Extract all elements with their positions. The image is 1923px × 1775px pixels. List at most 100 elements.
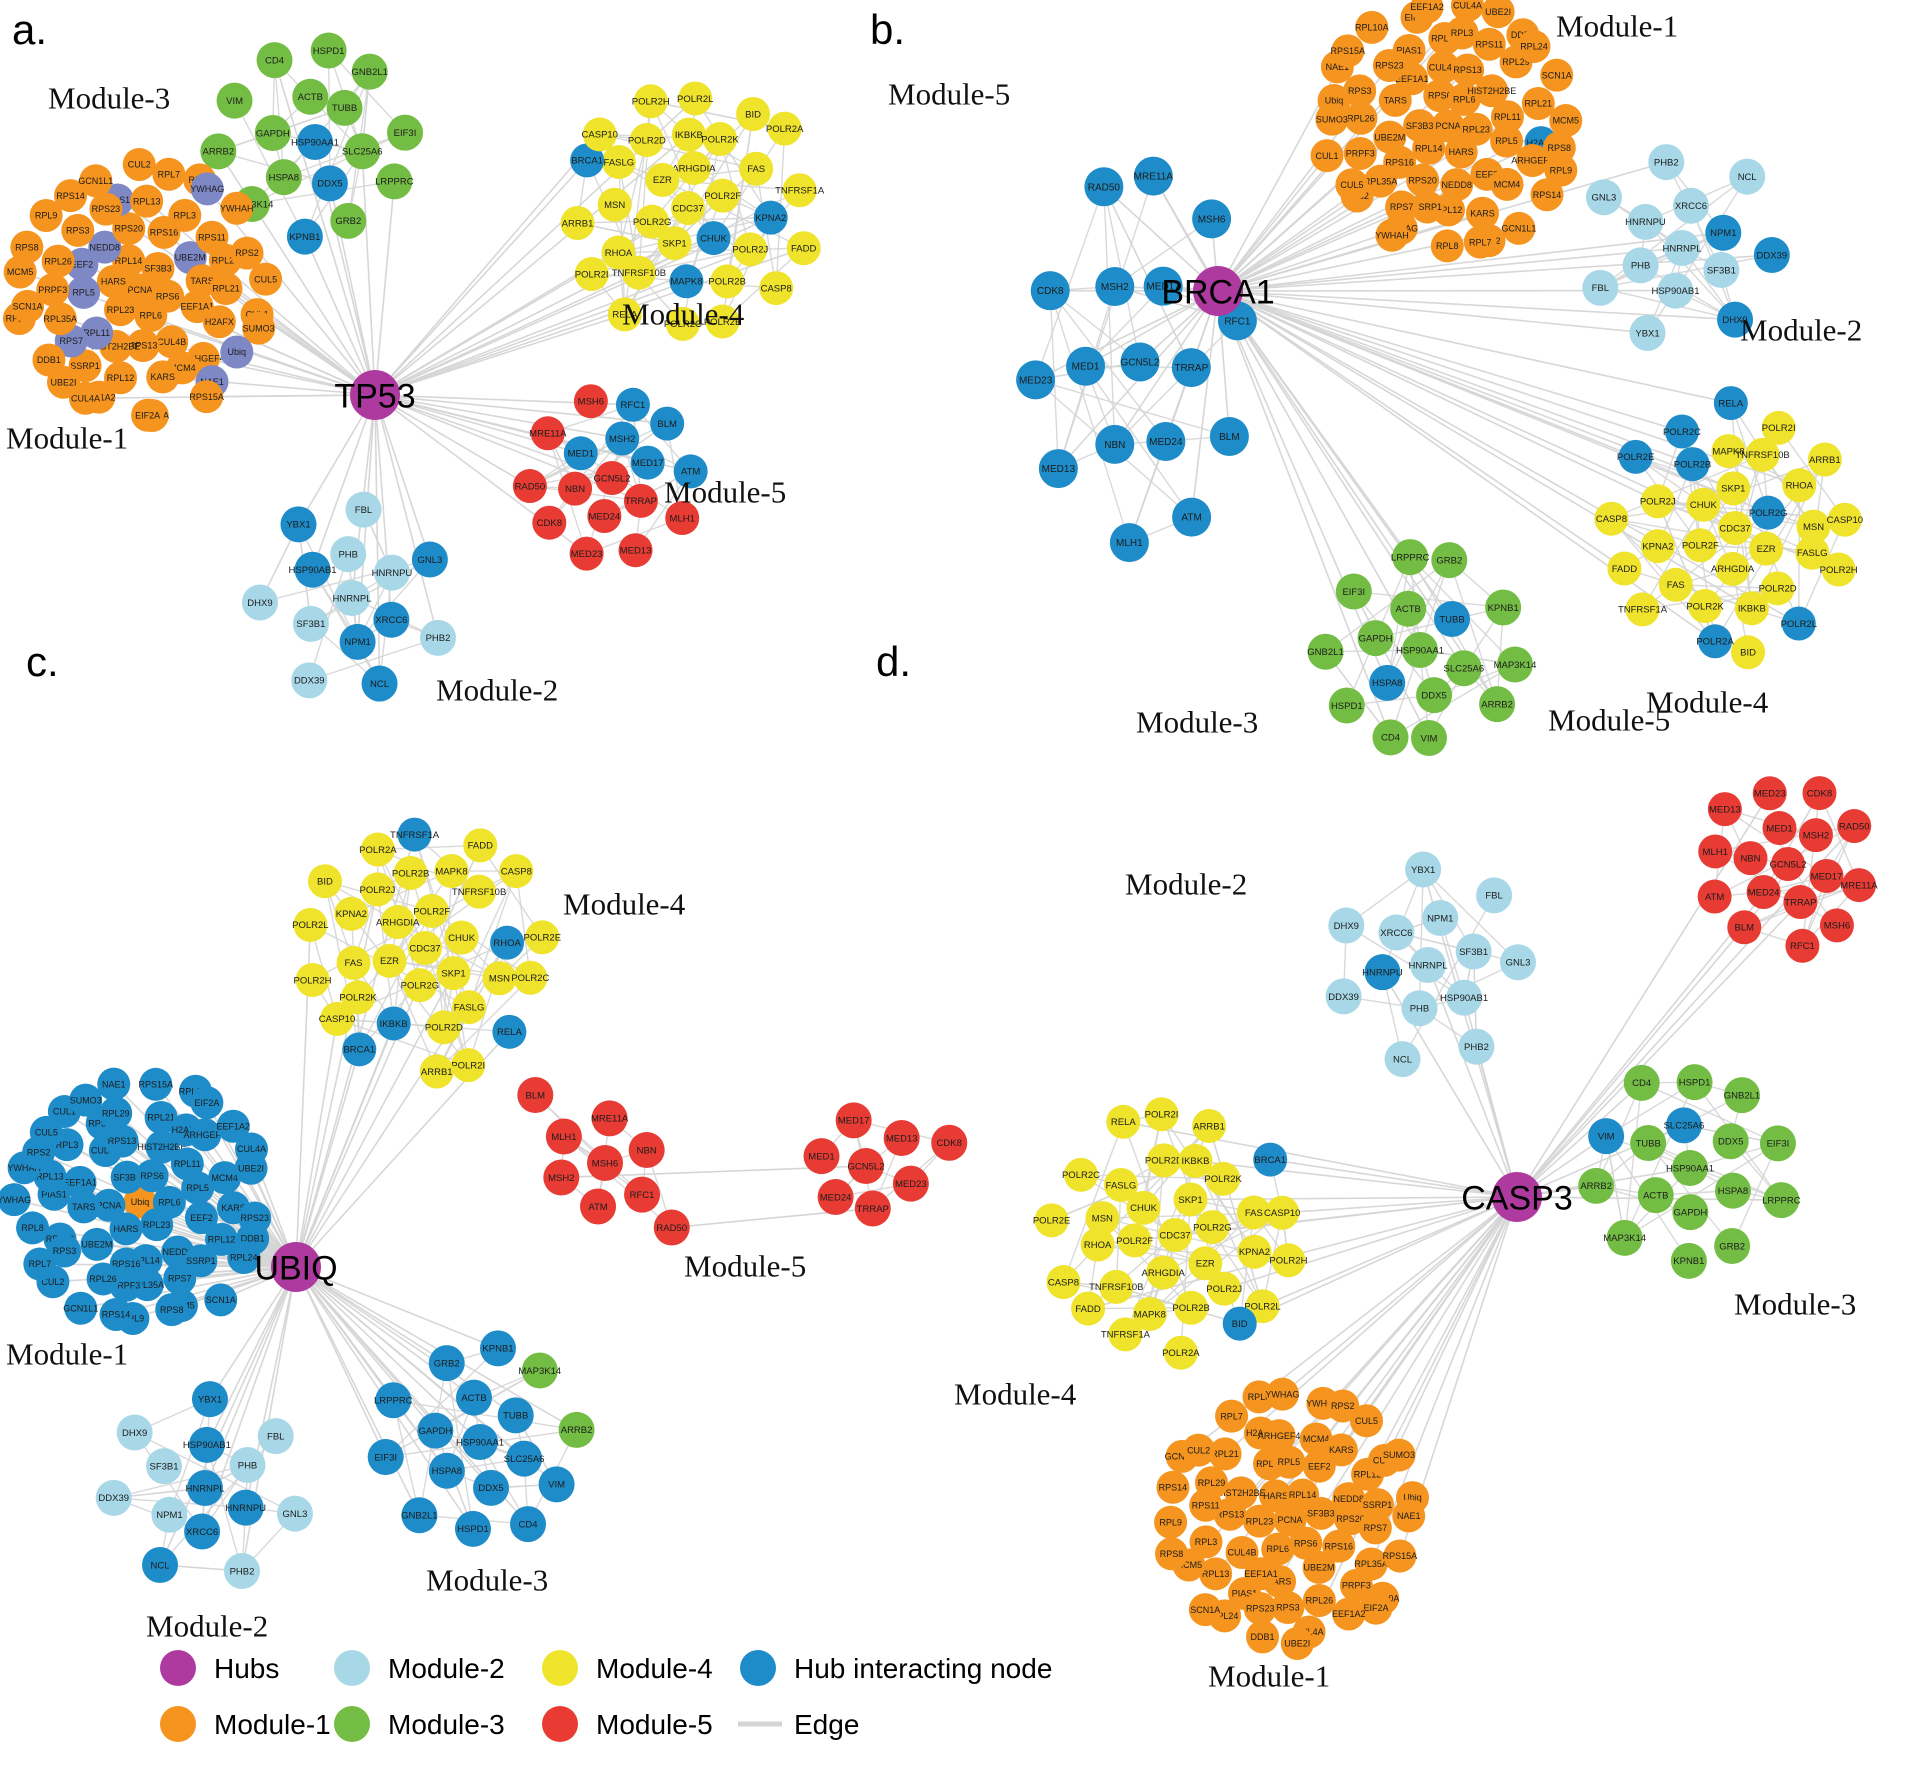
node-MSH6: MSH6 xyxy=(587,1145,623,1181)
node-circle-CDC37 xyxy=(408,931,442,965)
node-label-POLR2J: POLR2J xyxy=(1206,1284,1242,1295)
node-circle-NBN xyxy=(558,471,593,506)
node-circle-RPL3 xyxy=(1189,1525,1223,1559)
node-circle-TNFRSF1A xyxy=(1625,592,1660,627)
node-POLR2J: POLR2J xyxy=(1640,484,1676,519)
node-label-DDX5: DDX5 xyxy=(1718,1137,1743,1148)
node-circle-RPL5 xyxy=(1272,1445,1306,1479)
node-HSP90AB1: HSP90AB1 xyxy=(289,551,337,588)
node-label-POLR2J: POLR2J xyxy=(360,885,396,896)
edge xyxy=(168,1398,211,1515)
panel-letter-c: c. xyxy=(26,638,59,685)
node-circle-RPL11 xyxy=(1490,100,1524,134)
node-circle-MSH6 xyxy=(1819,908,1854,943)
node-label-NEDD8: NEDD8 xyxy=(1441,180,1472,190)
node-circle-CUL4A xyxy=(1450,0,1484,22)
node-circle-KARS xyxy=(1465,196,1499,230)
node-POLR2E: POLR2E xyxy=(704,304,741,339)
node-label-ATM: ATM xyxy=(681,467,700,478)
node-label-RPL23: RPL23 xyxy=(1246,1516,1274,1526)
node-label-HSPA8: HSPA8 xyxy=(1372,678,1402,689)
node-label-CHUK: CHUK xyxy=(448,933,476,944)
node-label-HARS: HARS xyxy=(101,277,126,287)
node-circle-BRCA1 xyxy=(570,143,605,178)
node-circle-CDC37 xyxy=(1718,511,1752,545)
node-label-RPL7: RPL7 xyxy=(1469,237,1492,247)
hub-CASP3: CASP3 xyxy=(1461,1172,1573,1222)
node-FADD: FADD xyxy=(1071,1291,1106,1326)
node-RPS20: RPS20 xyxy=(1333,1502,1367,1536)
node-label-POLR2F: POLR2F xyxy=(1116,1236,1153,1247)
panel-c: CDC37ARHGDIAPOLR2FCHUKSKP1POLR2GEZRPOLR2… xyxy=(0,638,968,1643)
node-SCN1A: SCN1A xyxy=(1188,1593,1222,1627)
node-circle-DHX9 xyxy=(1717,301,1754,338)
node-label-RFC1: RFC1 xyxy=(1224,316,1251,327)
node-circle-RPL10A xyxy=(1355,10,1389,44)
node-label-GAPDH: GAPDH xyxy=(1359,633,1393,644)
node-label-EEF1A2: EEF1A2 xyxy=(216,1121,250,1131)
node-circle-CUL4B xyxy=(1426,50,1460,84)
node-label-CUL1: CUL1 xyxy=(1316,151,1339,161)
node-label-HNRNPU: HNRNPU xyxy=(225,1503,266,1514)
node-label-ATM: ATM xyxy=(1181,513,1201,524)
node-label-PHB: PHB xyxy=(1410,1004,1430,1015)
node-label-FASLG: FASLG xyxy=(1106,1180,1137,1191)
node-YWHAG: YWHAG xyxy=(1265,1377,1299,1411)
edge xyxy=(1084,365,1193,518)
node-circle-RPL29 xyxy=(1194,1466,1228,1500)
node-RPS13: RPS13 xyxy=(126,329,160,363)
node-CDC37: CDC37 xyxy=(1158,1218,1192,1252)
node-circle-MLH1 xyxy=(1698,834,1733,869)
node-circle-TNFRSF10B xyxy=(462,874,497,909)
node-ARRB2: ARRB2 xyxy=(558,1411,595,1448)
node-label-RPL13: RPL13 xyxy=(36,1171,64,1181)
node-label-YBX1: YBX1 xyxy=(286,520,310,531)
node-circle-GNB2L1 xyxy=(1723,1077,1760,1114)
node-UBE2I: UBE2I xyxy=(1481,0,1515,29)
node-circle-MRE11A xyxy=(1133,156,1173,196)
node-label-NAE1: NAE1 xyxy=(1326,62,1350,72)
node-label-PHB2: PHB2 xyxy=(1654,157,1679,168)
hub-edge xyxy=(1217,290,1683,433)
node-EIF2A: EIF2A xyxy=(190,1086,224,1120)
node-label-CASP10: CASP10 xyxy=(319,1014,355,1025)
node-label-RPS23: RPS23 xyxy=(240,1213,269,1223)
node-MLH1: MLH1 xyxy=(1698,834,1733,869)
node-circle-YWHAG xyxy=(0,1183,31,1217)
node-RHOA: RHOA xyxy=(490,925,525,960)
node-circle-CHUK xyxy=(1126,1190,1161,1225)
node-label-SF3B3: SF3B3 xyxy=(1406,121,1434,131)
node-circle-RFC1 xyxy=(1785,928,1820,963)
node-GNB2L1: GNB2L1 xyxy=(1723,1077,1760,1114)
node-circle-FAS xyxy=(1658,567,1693,602)
node-circle-HNRNPU xyxy=(1364,954,1401,991)
node-circle-POLR2D xyxy=(1146,1143,1181,1178)
node-circle-EZR xyxy=(1749,531,1784,566)
node-MED1: MED1 xyxy=(563,436,598,471)
node-MSN: MSN xyxy=(482,961,517,996)
node-POLR2K: POLR2K xyxy=(1686,589,1724,624)
hub-edge xyxy=(1217,4,1469,292)
node-circle-POLR2F xyxy=(705,178,740,213)
node-circle-RHOA xyxy=(601,235,636,270)
module-label-module-2: Module-2 xyxy=(146,1608,268,1643)
node-label-POLR2C: POLR2C xyxy=(511,973,549,984)
module-label-module-1: Module-1 xyxy=(1556,8,1678,43)
node-RPS15A: RPS15A xyxy=(1383,1539,1417,1573)
node-circle-POLR2K xyxy=(703,122,738,157)
edge xyxy=(1353,591,1435,696)
node-label-PCNA: PCNA xyxy=(127,285,152,295)
node-label-POLR2K: POLR2K xyxy=(1686,601,1724,612)
node-label-RFC1: RFC1 xyxy=(621,400,646,411)
node-circle-MED17 xyxy=(1809,858,1844,893)
node-circle-CASP10 xyxy=(320,1001,355,1036)
node-circle-RAD50 xyxy=(1084,167,1124,207)
node-label-RPL35A: RPL35A xyxy=(43,314,77,324)
panel-letter-b: b. xyxy=(870,6,905,53)
node-label-PHB: PHB xyxy=(238,1460,258,1471)
node-label-Ubiq: Ubiq xyxy=(131,1197,150,1207)
node-MED23: MED23 xyxy=(1752,776,1787,811)
node-label-EZR: EZR xyxy=(653,175,672,186)
node-circle-RPS11 xyxy=(1472,27,1506,61)
